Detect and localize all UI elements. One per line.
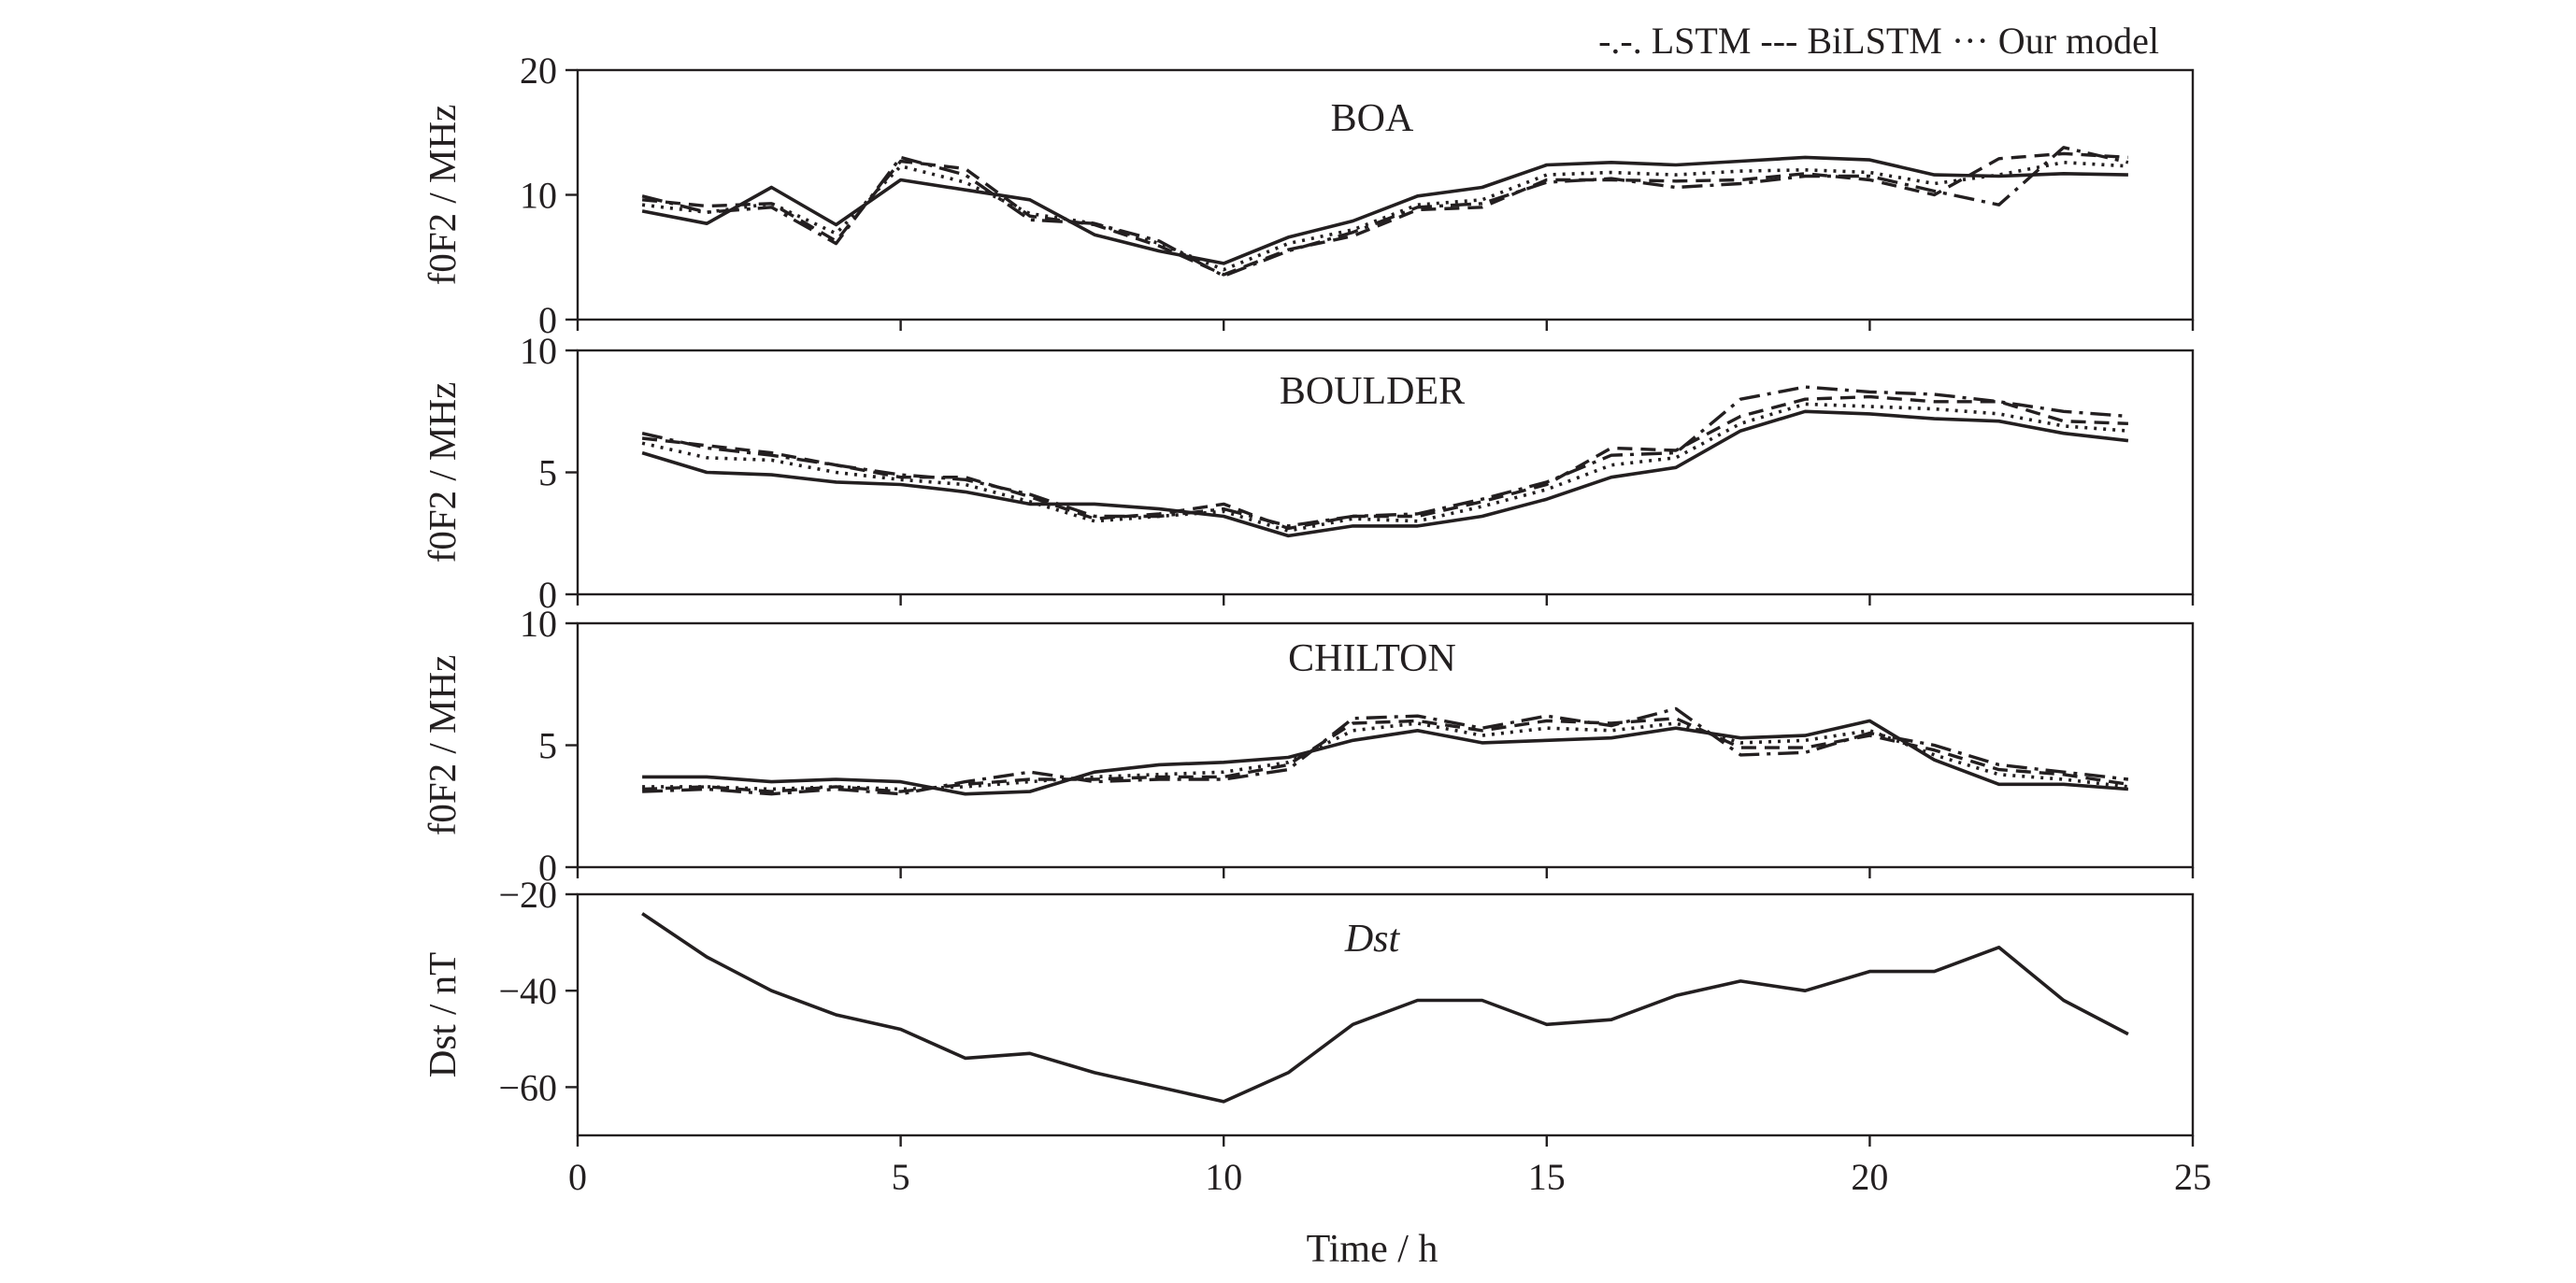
y-tick-label-boa: 20 <box>520 50 557 92</box>
series-line-boulder-our-model <box>641 402 2129 533</box>
x-tick-label: 20 <box>1851 1156 1888 1198</box>
panel-dst: −60 −40 −20 Dst Dst / nT <box>421 874 2195 1147</box>
y-axis-label-dst: Dst / nT <box>421 952 464 1077</box>
x-axis-label: Time / h <box>1307 1228 1438 1271</box>
y-tick-label-dst: −40 <box>498 970 557 1012</box>
y-tick-label-dst: −20 <box>498 874 557 916</box>
plot-frame-dst <box>576 892 2195 1137</box>
series-line-boa-bilstm <box>641 151 2128 277</box>
series-line-boa-observed <box>641 155 2128 265</box>
y-tick-label-dst: −60 <box>498 1066 557 1108</box>
series-line-chilton-our-model <box>642 721 2129 791</box>
panel-title-dst: Dst <box>1344 918 1401 961</box>
legend: -.-. LSTM --- BiLSTM ··· Our model <box>1598 20 2159 62</box>
panel-boulder: 0 5 10 BOULDER f0F2 / MHz <box>421 330 2195 616</box>
series-line-boulder-observed <box>641 409 2129 538</box>
y-axis-label-boulder: f0F2 / MHz <box>421 382 464 563</box>
series-line-chilton-bilstm <box>642 717 2129 793</box>
x-tick-label: 15 <box>1528 1156 1566 1198</box>
x-tick-label: 10 <box>1205 1156 1242 1198</box>
y-axis-label-chilton: f0F2 / MHz <box>421 655 464 836</box>
series-line-boulder-bilstm <box>641 394 2128 531</box>
panel-title-chilton: CHILTON <box>1288 637 1456 680</box>
series-line-chilton-observed <box>642 719 2129 796</box>
y-tick-label-chilton: 5 <box>538 725 557 767</box>
x-axis: 0 5 10 15 20 25 <box>568 1156 2211 1198</box>
panel-chilton: 0 5 10 CHILTON f0F2 / MHz <box>421 603 2195 889</box>
y-tick-label-boa: 0 <box>538 299 557 341</box>
y-axis-label-boa: f0F2 / MHz <box>421 105 464 286</box>
y-tick-label-boulder: 5 <box>538 452 557 494</box>
y-tick-label-boulder: 10 <box>520 330 557 372</box>
panel-title-boa: BOA <box>1331 97 1414 140</box>
y-tick-label-boulder: 0 <box>538 574 557 616</box>
y-tick-label-chilton: 0 <box>538 847 557 889</box>
x-tick-label: 25 <box>2174 1156 2211 1198</box>
series-line-boa-our-model <box>641 161 2129 272</box>
panel-title-boulder: BOULDER <box>1280 370 1465 413</box>
y-tick-label-boa: 10 <box>520 175 557 217</box>
series-line-boa-lstm <box>641 146 2129 278</box>
panel-boa: 0 10 20 BOA f0F2 / MHz <box>421 50 2195 341</box>
series-line-dst-observed <box>641 912 2129 1104</box>
series-line-chilton-lstm <box>642 706 2129 796</box>
y-tick-label-chilton: 10 <box>520 603 557 645</box>
x-tick-label: 5 <box>892 1156 910 1198</box>
x-tick-label: 0 <box>568 1156 587 1198</box>
